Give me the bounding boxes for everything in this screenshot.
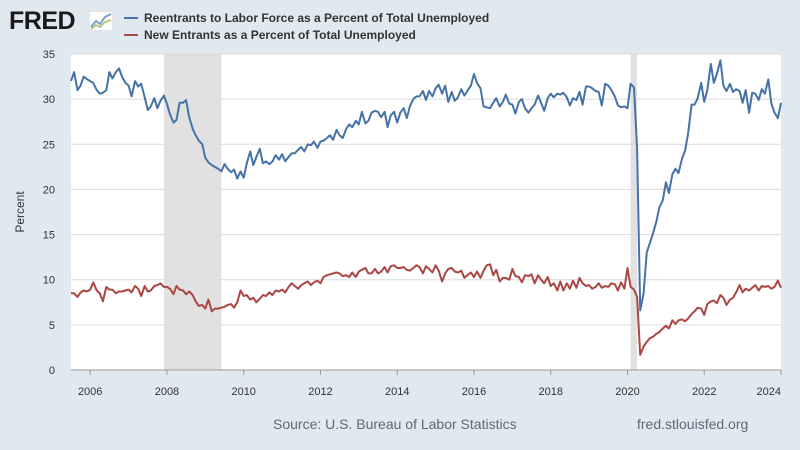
x-tick-label: 2006 xyxy=(78,386,102,398)
x-tick-label: 2016 xyxy=(462,386,486,398)
legend-swatch-new-entrants xyxy=(124,33,138,36)
fred-logo-text: FRED xyxy=(9,7,76,35)
series-lines xyxy=(70,59,782,356)
x-tick-label: 2010 xyxy=(231,386,255,398)
x-tick-label: 2024 xyxy=(757,386,781,398)
y-axis-title: Percent xyxy=(13,191,27,233)
source-note: Source: U.S. Bureau of Labor Statistics xyxy=(273,416,517,432)
chart-legend: Reentrants to Labor Force as a Percent o… xyxy=(124,9,489,43)
series-line-new-entrants[interactable] xyxy=(71,263,782,356)
y-tick-label: 15 xyxy=(43,230,55,242)
legend-label-reentrants: Reentrants to Labor Force as a Percent o… xyxy=(144,10,490,25)
y-tick-label: 25 xyxy=(43,139,55,151)
fred-url-link[interactable]: fred.stlouisfed.org xyxy=(637,416,749,432)
y-tick-label: 30 xyxy=(43,94,55,106)
grid-lines xyxy=(71,53,781,326)
y-tick-label: 5 xyxy=(49,320,55,332)
fred-logo[interactable]: FRED xyxy=(9,6,119,36)
y-tick-label: 35 xyxy=(43,49,55,61)
x-tick-label: 2012 xyxy=(308,386,332,398)
recession-band-1 xyxy=(630,54,638,370)
legend-item-new-entrants[interactable]: New Entrants as a Percent of Total Unemp… xyxy=(124,26,489,43)
y-axis: 0 5 10 15 20 25 30 35 xyxy=(43,49,55,377)
legend-swatch-reentrants xyxy=(124,16,138,19)
series-line-reentrants[interactable] xyxy=(70,59,782,312)
legend-label-new-entrants: New Entrants as a Percent of Total Unemp… xyxy=(144,27,416,42)
x-tick-label: 2020 xyxy=(615,386,639,398)
x-tick-label: 2018 xyxy=(538,386,562,398)
recession-band-0 xyxy=(163,54,222,370)
recession-bands xyxy=(163,54,638,370)
x-axis: 2006 2008 2010 2012 2014 2016 2018 2020 2022 2024 xyxy=(71,369,782,398)
fred-trend-icon xyxy=(89,11,113,31)
y-tick-label: 0 xyxy=(49,365,55,377)
legend-item-reentrants[interactable]: Reentrants to Labor Force as a Percent o… xyxy=(124,9,489,26)
x-tick-label: 2014 xyxy=(385,386,409,398)
x-tick-label: 2022 xyxy=(692,386,716,398)
y-tick-label: 20 xyxy=(43,184,55,196)
x-tick-label: 2008 xyxy=(155,386,179,398)
y-tick-label: 10 xyxy=(43,275,55,287)
